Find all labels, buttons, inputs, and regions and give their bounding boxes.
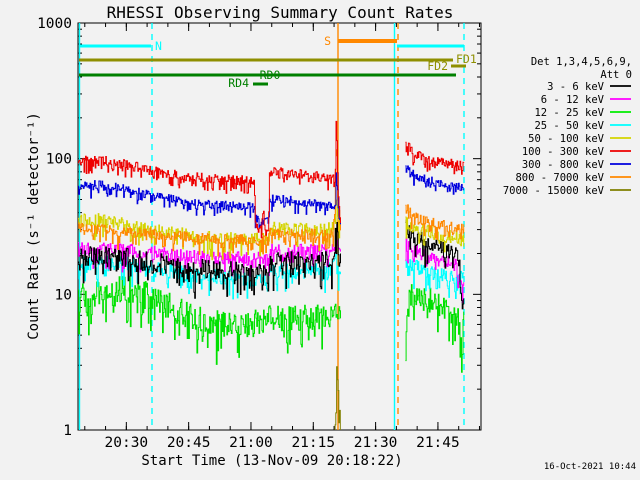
y-tick-label: 1000	[37, 16, 72, 32]
legend-entry-label: 12 - 25 keV	[534, 107, 604, 119]
y-tick-label: 100	[46, 152, 72, 168]
series-25-50keV	[405, 259, 465, 299]
y-tick-label: 10	[55, 287, 72, 303]
series-300-800keV	[78, 172, 341, 229]
y-tick-label: 1	[63, 423, 72, 439]
flag-label-S: S	[324, 34, 331, 48]
x-tick-label: 21:00	[229, 435, 273, 451]
series-50-100keV	[405, 216, 465, 253]
series-12-25keV	[405, 284, 465, 373]
creation-timestamp: 16-Oct-2021 10:44	[544, 462, 636, 472]
legend-entry-label: 7000 - 15000 keV	[503, 185, 605, 197]
flag-label-N: N	[155, 39, 162, 53]
axis-ticks: 20:30 20:45 21:00 21:15 21:30 21:45 1 10 100 1000	[37, 16, 481, 451]
series-12-25keV	[78, 276, 341, 365]
series-800-7000keV	[78, 149, 341, 257]
legend-entry-label: 50 - 100 keV	[528, 133, 605, 145]
series-25-50keV	[78, 251, 341, 300]
x-tick-label: 20:45	[167, 435, 211, 451]
flag-label-RD0: RD0	[260, 68, 281, 82]
axes-frame	[77, 22, 482, 431]
series-3-6keV	[78, 222, 341, 299]
x-tick-label: 21:30	[354, 435, 398, 451]
x-tick-label: 21:45	[416, 435, 460, 451]
series-100-300keV	[78, 120, 341, 239]
series-100-300keV	[405, 141, 465, 175]
flag-label-FD2: FD2	[427, 59, 448, 73]
data-series	[78, 120, 465, 430]
plot-frame	[77, 22, 482, 431]
observation-flags: N S FD1 FD2 RD0 RD4	[79, 34, 477, 90]
flag-label-RD4: RD4	[228, 76, 249, 90]
chart-generated-under: 20:30 20:45 21:00 21:15 21:30 21:45 1 10 100 1000	[37, 16, 482, 451]
flag-label-FD1: FD1	[456, 52, 477, 66]
chart-title: RHESSI Observing Summary Count Rates	[107, 3, 454, 22]
x-tick-label: 21:15	[291, 435, 335, 451]
legend-entry-label: 3 - 6 keV	[547, 81, 605, 93]
series-300-800keV	[405, 165, 465, 195]
legend-detectors-line: Det 1,3,4,5,6,9,	[531, 56, 632, 68]
legend-entry-label: 6 - 12 keV	[541, 94, 605, 106]
legend-entry-label: 300 - 800 keV	[522, 159, 605, 171]
series-3-6keV	[405, 219, 465, 310]
legend-attenuator-line: Att 0	[600, 69, 632, 81]
x-axis-label: Start Time (13-Nov-09 20:18:22)	[141, 453, 402, 469]
legend-entry-label: 25 - 50 keV	[534, 120, 604, 132]
x-tick-label: 20:30	[105, 435, 149, 451]
series-7000-15000keV	[334, 366, 341, 430]
series-800-7000keV	[405, 204, 465, 240]
y-axis-label: Count Rate (s⁻¹ detector⁻¹)	[26, 112, 42, 340]
legend-entry-label: 100 - 300 keV	[522, 146, 605, 158]
legend-entry-label: 800 - 7000 keV	[515, 172, 604, 184]
